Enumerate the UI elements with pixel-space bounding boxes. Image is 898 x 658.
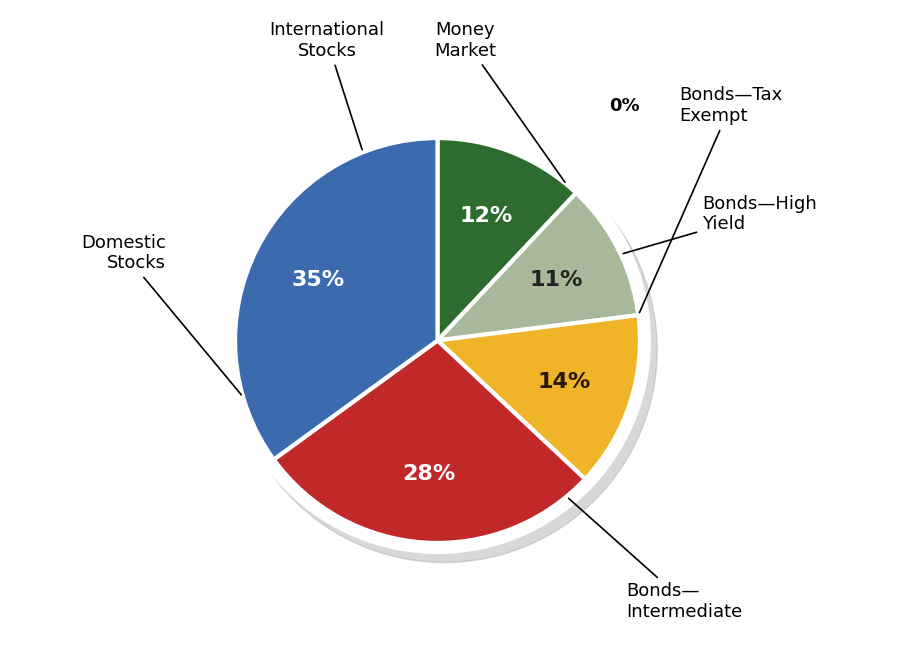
Wedge shape [235, 138, 437, 459]
Text: 35%: 35% [292, 270, 345, 290]
Wedge shape [274, 340, 585, 543]
Text: 28%: 28% [402, 464, 456, 484]
Wedge shape [437, 138, 577, 340]
Text: Domestic
Stocks: Domestic Stocks [81, 234, 242, 395]
Text: 0%: 0% [610, 97, 640, 115]
Text: International
Stocks: International Stocks [269, 21, 384, 149]
Circle shape [232, 137, 657, 563]
Wedge shape [437, 315, 640, 479]
Text: 12%: 12% [460, 207, 514, 226]
Text: Bonds—Tax
Exempt: Bonds—Tax Exempt [639, 86, 782, 313]
Text: Bonds—High
Yield: Bonds—High Yield [623, 195, 817, 253]
Text: Money
Market: Money Market [434, 21, 565, 182]
Text: 11%: 11% [530, 270, 583, 290]
Wedge shape [437, 193, 638, 340]
Circle shape [224, 128, 650, 553]
Text: Bonds—
Intermediate: Bonds— Intermediate [568, 498, 743, 621]
Text: 14%: 14% [538, 372, 591, 392]
